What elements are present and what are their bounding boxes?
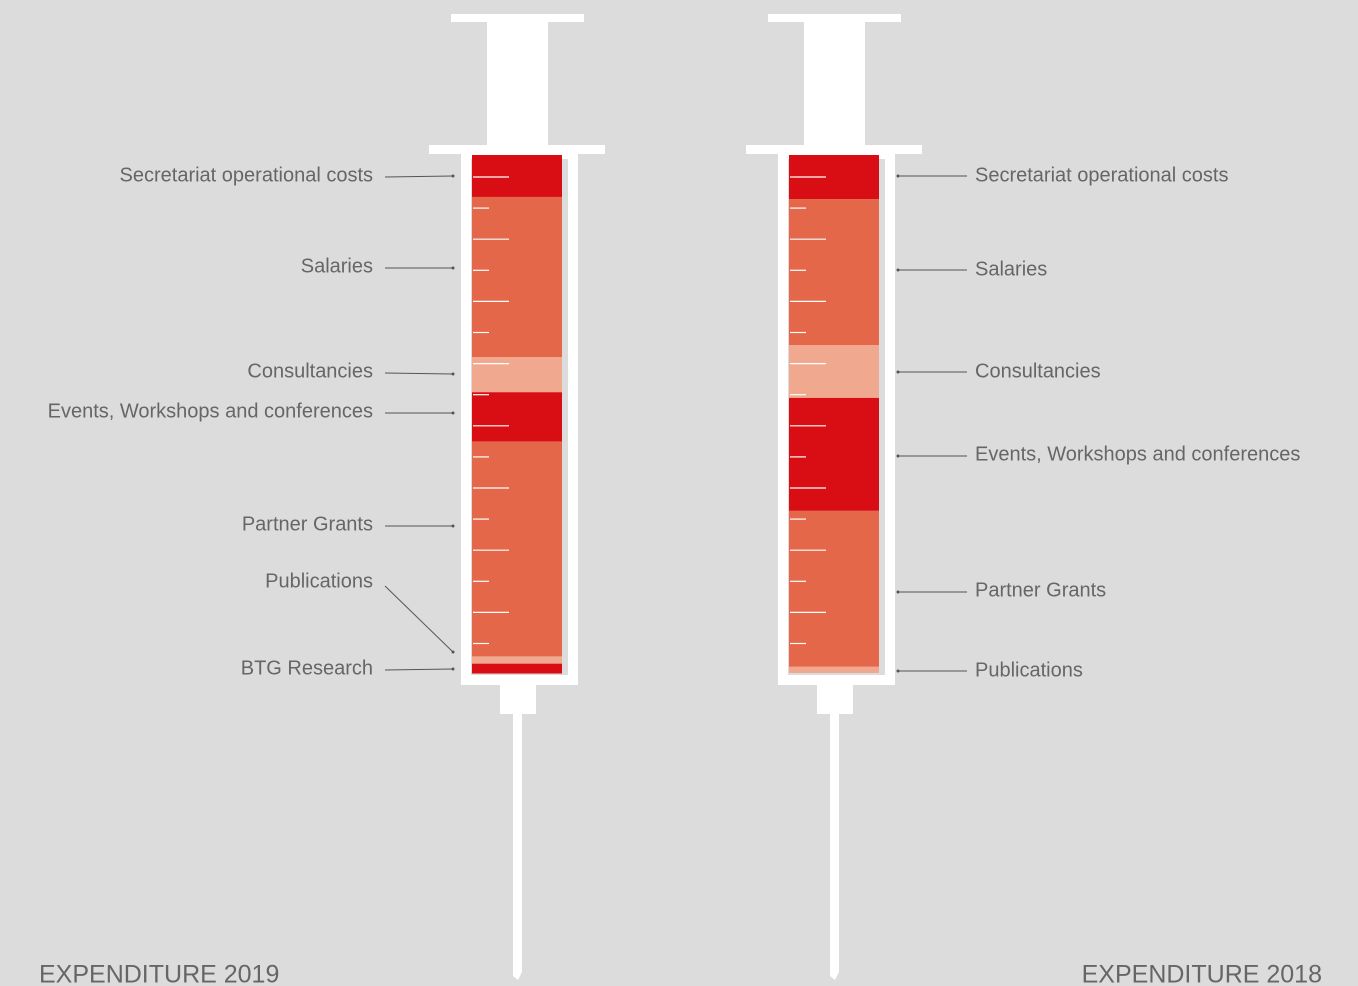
segment-label: Salaries bbox=[975, 258, 1047, 280]
needle bbox=[513, 714, 522, 980]
leader-dot bbox=[451, 650, 455, 654]
chart-title: EXPENDITURE 2018 bbox=[1082, 961, 1322, 986]
segment-label: Publications bbox=[975, 659, 1083, 681]
segment bbox=[472, 441, 562, 657]
leader-dot bbox=[896, 454, 900, 458]
nozzle bbox=[817, 685, 853, 714]
needle bbox=[830, 714, 839, 980]
leader-line bbox=[384, 585, 454, 653]
chart-title: EXPENDITURE 2019 bbox=[39, 961, 279, 986]
segment-label: Partner Grants bbox=[242, 513, 373, 535]
leader-line bbox=[384, 175, 454, 178]
segment-label: Events, Workshops and conferences bbox=[975, 443, 1300, 465]
segment bbox=[789, 199, 879, 346]
segment bbox=[789, 666, 879, 673]
segment bbox=[472, 357, 562, 393]
segment bbox=[789, 345, 879, 398]
segment bbox=[789, 397, 879, 511]
barrel bbox=[461, 149, 578, 685]
segment-label: Secretariat operational costs bbox=[120, 164, 373, 186]
plunger-top bbox=[768, 14, 901, 22]
segment-label: Partner Grants bbox=[975, 579, 1106, 601]
segment-label: Events, Workshops and conferences bbox=[48, 400, 373, 422]
segment-label: Secretariat operational costs bbox=[975, 164, 1228, 186]
leader-dot bbox=[896, 268, 900, 272]
nozzle bbox=[500, 685, 536, 714]
leader-dot bbox=[451, 174, 455, 178]
segment-label: Consultancies bbox=[247, 360, 373, 382]
leader-dot bbox=[896, 590, 900, 594]
leader-line bbox=[384, 668, 454, 671]
segment bbox=[472, 392, 562, 442]
segment-label: Publications bbox=[265, 570, 373, 592]
plunger-stem bbox=[804, 22, 865, 146]
segment bbox=[472, 155, 562, 197]
leader-dot bbox=[451, 266, 455, 270]
leader-dot bbox=[896, 174, 900, 178]
leader-line bbox=[384, 372, 454, 375]
leader-dot bbox=[451, 524, 455, 528]
segment bbox=[472, 196, 562, 358]
segment-label: Salaries bbox=[301, 255, 373, 277]
segment bbox=[472, 663, 562, 674]
segment-label: Consultancies bbox=[975, 360, 1101, 382]
segment bbox=[789, 510, 879, 667]
segment-label: BTG Research bbox=[241, 657, 373, 679]
leader-dot bbox=[451, 411, 455, 415]
barrel bbox=[778, 149, 895, 685]
leader-dot bbox=[896, 370, 900, 374]
plunger-top bbox=[451, 14, 584, 22]
plunger-stem bbox=[487, 22, 548, 146]
segment bbox=[472, 656, 562, 664]
leader-dot bbox=[451, 372, 455, 376]
leader-dot bbox=[896, 669, 900, 673]
leader-dot bbox=[451, 667, 455, 671]
